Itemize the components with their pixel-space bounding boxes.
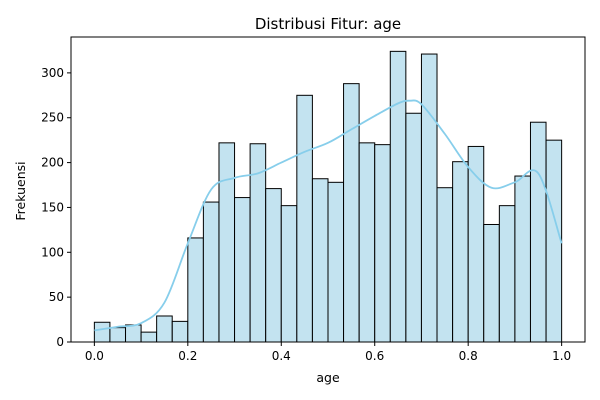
x-tick-label: 0.8 (459, 349, 478, 363)
x-axis-label: age (316, 370, 340, 385)
histogram-bar (296, 94, 313, 343)
histogram-bar (327, 181, 345, 343)
histogram-bars (93, 50, 563, 343)
x-tick-label: 0.6 (365, 349, 384, 363)
y-axis-label: Frekuensi (13, 161, 28, 220)
histogram-bar (109, 327, 126, 343)
histogram-bar (498, 205, 516, 343)
x-tick-label: 1.0 (552, 349, 571, 363)
y-tick-label: 200 (41, 156, 64, 170)
x-tick-label: 0.4 (272, 349, 291, 363)
y-tick-label: 50 (49, 290, 64, 304)
x-tick-label: 0.0 (85, 349, 104, 363)
histogram-bar (452, 161, 469, 343)
histogram-bar (545, 139, 563, 343)
histogram-bar (420, 53, 438, 343)
histogram-bar (171, 320, 189, 343)
histogram-bar (389, 50, 407, 343)
y-axis-ticks: 0 50 100 150 200 250 300 (41, 66, 71, 349)
x-axis-ticks: 0.0 0.2 0.4 0.6 0.8 1.0 (85, 342, 571, 363)
histogram-bar (280, 205, 298, 343)
kde-curve (94, 99, 563, 332)
histogram-bar (343, 83, 360, 343)
y-tick-label: 100 (41, 245, 64, 259)
histogram-bar (156, 315, 173, 343)
chart-title: Distribusi Fitur: age (255, 15, 401, 33)
histogram-bar (125, 324, 142, 343)
y-tick-label: 250 (41, 111, 64, 125)
histogram-bar (514, 175, 531, 343)
histogram-bar (483, 223, 500, 343)
histogram-bar (187, 237, 204, 343)
histogram-bar (234, 197, 251, 343)
histogram-bar (93, 321, 111, 343)
histogram-bar (436, 187, 454, 343)
x-tick-label: 0.2 (178, 349, 197, 363)
histogram-bar (374, 144, 391, 343)
y-tick-label: 300 (41, 66, 64, 80)
histogram-bar (218, 142, 236, 343)
histogram-bar (265, 188, 282, 343)
histogram-bar (358, 142, 376, 343)
histogram-bar (405, 112, 422, 343)
histogram-bar (529, 121, 547, 343)
y-tick-label: 150 (41, 200, 64, 214)
histogram-bar (311, 178, 329, 343)
plot-frame (70, 36, 586, 343)
histogram-bar (202, 201, 220, 343)
y-tick-label: 0 (56, 335, 64, 349)
histogram-bar (140, 331, 158, 343)
